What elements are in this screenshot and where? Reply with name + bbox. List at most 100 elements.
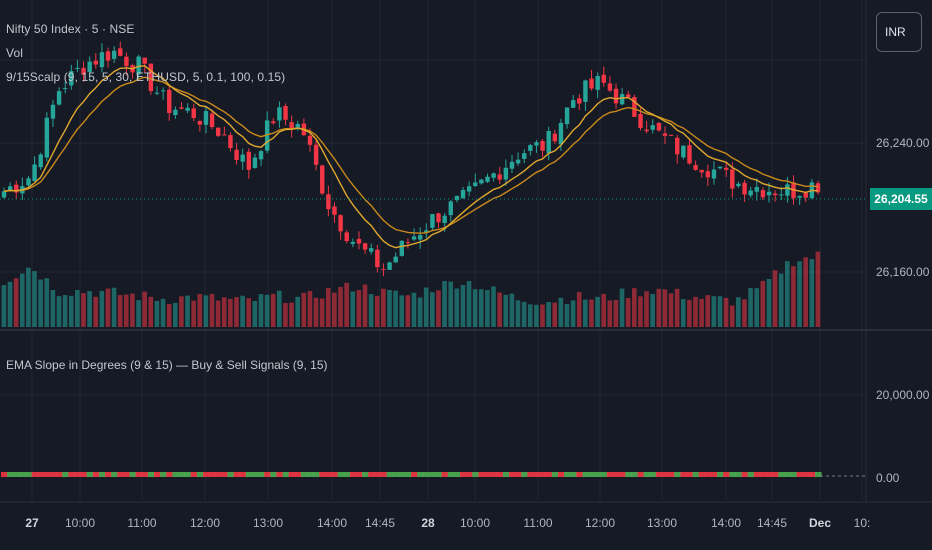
slope-segment-110 <box>674 472 681 477</box>
volume-bar-46 <box>283 303 288 327</box>
volume-bar-105 <box>644 291 649 327</box>
slope-segment-130 <box>796 472 804 477</box>
volume-bar-78 <box>478 289 484 327</box>
candle-body-52 <box>320 165 325 194</box>
time-tick-label-3: 12:00 <box>190 516 220 530</box>
candle-body-22 <box>136 56 141 75</box>
candle-body-7 <box>44 117 50 158</box>
candle-body-6 <box>38 154 43 168</box>
slope-segment-49 <box>300 472 308 477</box>
candle-body-56 <box>344 232 349 242</box>
candle-body-35 <box>216 127 221 136</box>
slope-segment-7 <box>43 472 51 477</box>
price-tick-label-1: 26,160.00 <box>876 265 930 279</box>
slope-segment-63 <box>386 472 394 477</box>
slope-segment-50 <box>307 472 314 477</box>
candle-body-65 <box>399 240 405 256</box>
candle-body-78 <box>479 179 484 184</box>
volume-bar-14 <box>87 291 92 327</box>
volume-bar-89 <box>546 301 551 327</box>
slope-segment-84 <box>515 472 522 477</box>
candle-body-79 <box>485 176 490 182</box>
candle-body-23 <box>142 57 147 64</box>
slope-segment-26 <box>160 472 167 477</box>
slope-segment-59 <box>362 472 369 477</box>
volume-bar-62 <box>381 288 386 327</box>
volume-bar-4 <box>26 267 31 327</box>
volume-bar-96 <box>589 299 594 327</box>
volume-bar-55 <box>338 287 343 327</box>
indicator-legend[interactable]: 9/15Scalp (9, 15, 5, 30, ETHUSD, 5, 0.1,… <box>6 70 286 84</box>
volume-bar-126 <box>772 270 778 327</box>
volume-bar-57 <box>350 291 356 327</box>
currency-button[interactable]: INR <box>876 12 922 52</box>
candle-body-43 <box>264 120 270 151</box>
volume-bar-12 <box>75 289 80 327</box>
slope-segment-31 <box>190 472 198 477</box>
slope-segment-24 <box>147 472 155 477</box>
candle-body-113 <box>693 165 698 170</box>
volume-bar-114 <box>699 298 704 327</box>
slope-segment-11 <box>68 472 75 477</box>
candle-body-84 <box>515 159 521 164</box>
candle-body-123 <box>754 187 759 192</box>
volume-bar-13 <box>81 293 86 327</box>
candle-body-29 <box>179 107 184 109</box>
slope-segment-74 <box>453 472 461 477</box>
volume-bar-35 <box>215 300 221 327</box>
candle-body-100 <box>613 88 619 104</box>
volume-bar-81 <box>497 292 502 327</box>
candle-body-58 <box>356 238 362 244</box>
volume-legend[interactable]: Vol <box>6 46 23 60</box>
candle-body-110 <box>675 137 680 155</box>
volume-bar-65 <box>399 295 405 327</box>
candle-body-115 <box>705 171 711 178</box>
candle-body-116 <box>711 169 717 179</box>
volume-bar-99 <box>607 300 613 327</box>
volume-bar-52 <box>319 298 325 327</box>
volume-bar-28 <box>172 302 178 327</box>
slope-segment-37 <box>227 472 235 477</box>
slope-segment-38 <box>233 472 241 477</box>
volume-bar-108 <box>662 289 668 327</box>
ema-9-line <box>3 65 819 249</box>
candle-body-62 <box>381 268 386 270</box>
candle-body-118 <box>723 167 729 170</box>
slope-segment-45 <box>276 472 284 477</box>
candle-body-82 <box>503 167 509 180</box>
candle-body-19 <box>118 48 123 56</box>
volume-bar-63 <box>387 289 392 327</box>
volume-bar-106 <box>650 293 655 327</box>
candle-body-108 <box>662 133 668 136</box>
candle-body-90 <box>552 133 558 142</box>
slope-segment-32 <box>196 472 204 477</box>
time-tick-label-11: 13:00 <box>647 516 677 530</box>
slope-segment-9 <box>56 472 63 477</box>
candle-body-2 <box>14 184 19 193</box>
volume-bar-94 <box>576 292 582 327</box>
slope-segment-4 <box>25 472 33 477</box>
slope-segment-1 <box>7 472 14 477</box>
volume-bar-117 <box>717 296 723 327</box>
slope-segment-33 <box>202 472 210 477</box>
volume-bar-93 <box>570 300 576 327</box>
symbol-legend[interactable]: Nifty 50 Index · 5 · NSE <box>6 22 135 36</box>
volume-bar-43 <box>264 294 270 327</box>
candle-body-44 <box>271 121 276 124</box>
volume-bar-15 <box>93 296 99 327</box>
candle-body-126 <box>772 193 778 196</box>
candle-body-67 <box>411 236 417 240</box>
time-tick-label-12: 14:00 <box>711 516 741 530</box>
volume-bar-60 <box>368 294 374 327</box>
candle-body-69 <box>424 230 429 233</box>
slope-segment-97 <box>594 472 602 477</box>
volume-bar-102 <box>625 297 631 327</box>
volume-bar-129 <box>791 266 796 327</box>
slope-segment-87 <box>533 472 541 477</box>
candle-body-0 <box>1 191 7 198</box>
subpane-indicator-legend[interactable]: EMA Slope in Degrees (9 & 15) — Buy & Se… <box>6 358 328 372</box>
slope-segment-55 <box>337 472 345 477</box>
volume-bar-75 <box>460 284 466 327</box>
slope-segment-106 <box>649 472 657 477</box>
